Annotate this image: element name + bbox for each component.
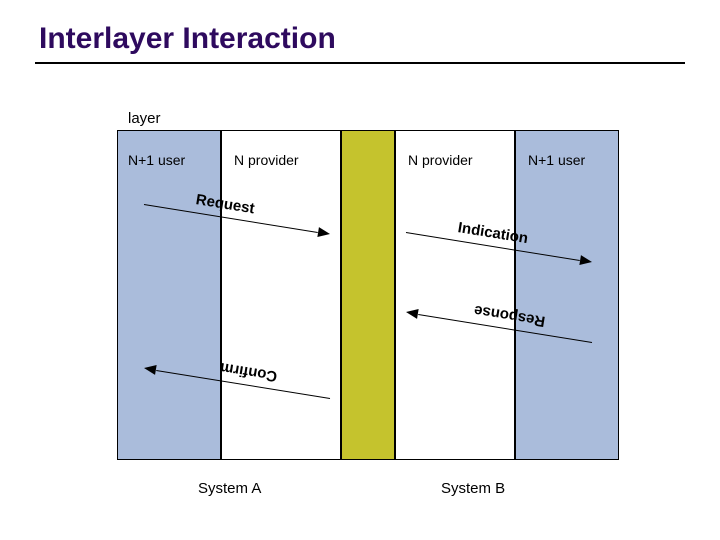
role-label-0: N+1 user [128, 152, 185, 168]
indication-arrow-head [579, 255, 592, 267]
layer-label: layer [128, 110, 161, 127]
layer-column-4 [515, 130, 619, 460]
role-label-2: N provider [408, 152, 473, 168]
confirm-arrow-head [143, 363, 156, 375]
response-arrow-head [405, 307, 418, 319]
system-label-0: System A [198, 480, 261, 497]
layer-column-3 [395, 130, 515, 460]
layer-column-2 [341, 130, 395, 460]
title-underline [35, 62, 685, 64]
system-label-1: System B [441, 480, 505, 497]
slide-title: Interlayer Interaction [39, 22, 336, 56]
layer-column-0 [117, 130, 221, 460]
layer-column-1 [221, 130, 341, 460]
role-label-3: N+1 user [528, 152, 585, 168]
request-arrow-head [317, 227, 330, 239]
role-label-1: N provider [234, 152, 299, 168]
